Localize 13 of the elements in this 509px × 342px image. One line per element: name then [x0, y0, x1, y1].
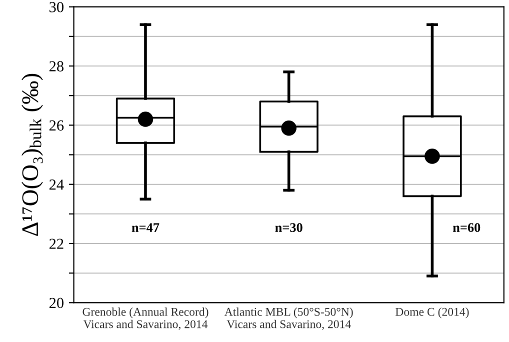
- annotation: n=60: [452, 223, 480, 232]
- y-tick-label: 26: [49, 120, 64, 131]
- annotation: n=30: [275, 223, 302, 232]
- x-tick-label: Atlantic MBL (50°S-50°N) Vicars and Savarino, 2014: [224, 308, 353, 330]
- y-axis-title: Δ¹⁷O(O₃)$_{bulk}$ (‰): [22, 74, 43, 236]
- y-tick-label: 30: [50, 2, 64, 12]
- annotation: n=47: [132, 223, 160, 232]
- y-tick-label: 20: [49, 298, 64, 308]
- y-tick-label: 22: [49, 238, 64, 249]
- x-tick-label: Dome C (2014): [396, 308, 469, 318]
- x-tick-label: Grenoble (Annual Record) Vicars and Savarino, 2014: [82, 308, 208, 330]
- y-tick-label: 28: [49, 61, 64, 72]
- y-tick-label: 24: [49, 180, 64, 190]
